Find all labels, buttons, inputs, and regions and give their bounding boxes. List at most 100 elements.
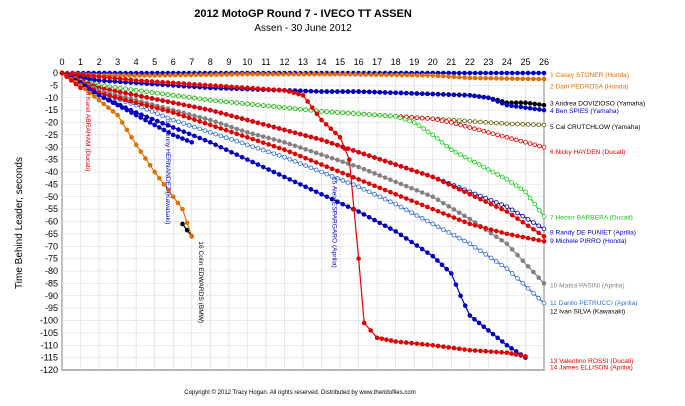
data-point — [128, 91, 134, 97]
data-point — [513, 352, 519, 357]
data-point — [292, 179, 298, 185]
data-point — [377, 194, 383, 200]
data-point — [483, 120, 489, 125]
data-point — [472, 119, 478, 124]
data-point — [378, 72, 384, 78]
data-point — [342, 146, 348, 151]
data-point — [137, 73, 142, 78]
data-point — [372, 183, 377, 189]
data-point — [303, 133, 308, 138]
data-point — [541, 102, 547, 108]
data-point — [441, 73, 446, 79]
data-point — [504, 76, 510, 81]
data-point — [144, 78, 150, 84]
data-point — [192, 133, 197, 139]
data-point — [133, 92, 139, 98]
data-point — [101, 101, 107, 107]
data-point — [96, 92, 102, 98]
data-point — [467, 118, 473, 124]
data-point — [366, 189, 372, 195]
data-point — [488, 120, 494, 125]
data-point — [398, 339, 404, 345]
data-point — [525, 70, 531, 76]
data-point — [176, 127, 181, 132]
data-point — [229, 72, 235, 77]
data-point — [478, 224, 483, 230]
data-point — [509, 76, 515, 81]
axes: 0 1 2 3 4 5 6 7 8 9 10 11 12 13 14 15 16 17 18 19 20 21 22 23 24… — [40, 57, 549, 375]
data-point — [366, 89, 372, 95]
data-point — [414, 91, 420, 96]
data-point — [472, 223, 478, 228]
data-point — [499, 339, 505, 344]
data-point — [504, 241, 510, 247]
data-point — [255, 86, 261, 91]
data-point — [342, 72, 348, 77]
data-point — [441, 92, 446, 97]
y-tick-label: -110 — [41, 340, 58, 350]
data-point — [328, 126, 334, 131]
data-point — [532, 101, 538, 107]
data-point — [180, 221, 185, 227]
data-point — [305, 99, 310, 104]
data-point — [345, 172, 351, 178]
series-12 — [59, 70, 528, 360]
chart-title: 2012 MotoGP Round 7 - IVECO TT ASSEN — [194, 8, 412, 20]
copyright-footer: Copyright © 2012 Tracy Hogan. All rights… — [184, 389, 416, 396]
data-point — [420, 73, 425, 78]
data-point — [192, 113, 197, 119]
data-point — [541, 76, 547, 82]
data-point — [456, 74, 462, 80]
data-point — [209, 72, 214, 78]
data-point — [513, 137, 519, 143]
data-point — [170, 100, 176, 105]
data-point — [361, 179, 367, 184]
data-point — [515, 216, 520, 221]
data-point — [379, 336, 385, 342]
data-point — [456, 217, 462, 223]
data-point — [499, 174, 505, 180]
data-point — [361, 151, 367, 157]
y-axis-label: Time Behind Leader, seconds — [14, 157, 25, 289]
data-point — [515, 121, 520, 127]
data-point — [478, 248, 483, 254]
data-point — [499, 121, 504, 126]
data-point — [472, 348, 478, 353]
data-point — [541, 144, 547, 150]
data-point — [366, 153, 372, 159]
data-point — [525, 286, 531, 291]
data-point — [509, 271, 515, 276]
data-point — [260, 164, 266, 170]
y-tick-label: -55 — [45, 204, 58, 214]
data-point — [518, 138, 524, 144]
series-line — [61, 72, 545, 80]
data-point — [435, 91, 441, 97]
grid — [61, 72, 545, 371]
data-point — [488, 255, 494, 261]
data-point — [266, 167, 271, 172]
data-point — [467, 157, 473, 162]
y-tick-label: -45 — [45, 179, 58, 189]
data-point — [224, 72, 230, 77]
data-point — [368, 72, 374, 77]
data-point — [446, 92, 451, 97]
data-point — [266, 123, 271, 128]
data-point — [425, 218, 430, 224]
data-point — [271, 87, 277, 92]
data-point — [155, 90, 160, 96]
data-point — [117, 89, 123, 95]
data-point — [462, 123, 468, 129]
data-point — [388, 113, 393, 119]
data-point — [184, 138, 190, 143]
data-point — [260, 86, 266, 92]
data-point — [298, 182, 303, 187]
data-point — [531, 269, 536, 275]
data-point — [110, 100, 116, 105]
data-point — [301, 71, 307, 77]
data-point — [335, 110, 340, 115]
data-point — [451, 92, 457, 98]
y-tick-label: -65 — [45, 229, 58, 239]
data-point — [495, 335, 500, 341]
data-point — [536, 70, 542, 76]
